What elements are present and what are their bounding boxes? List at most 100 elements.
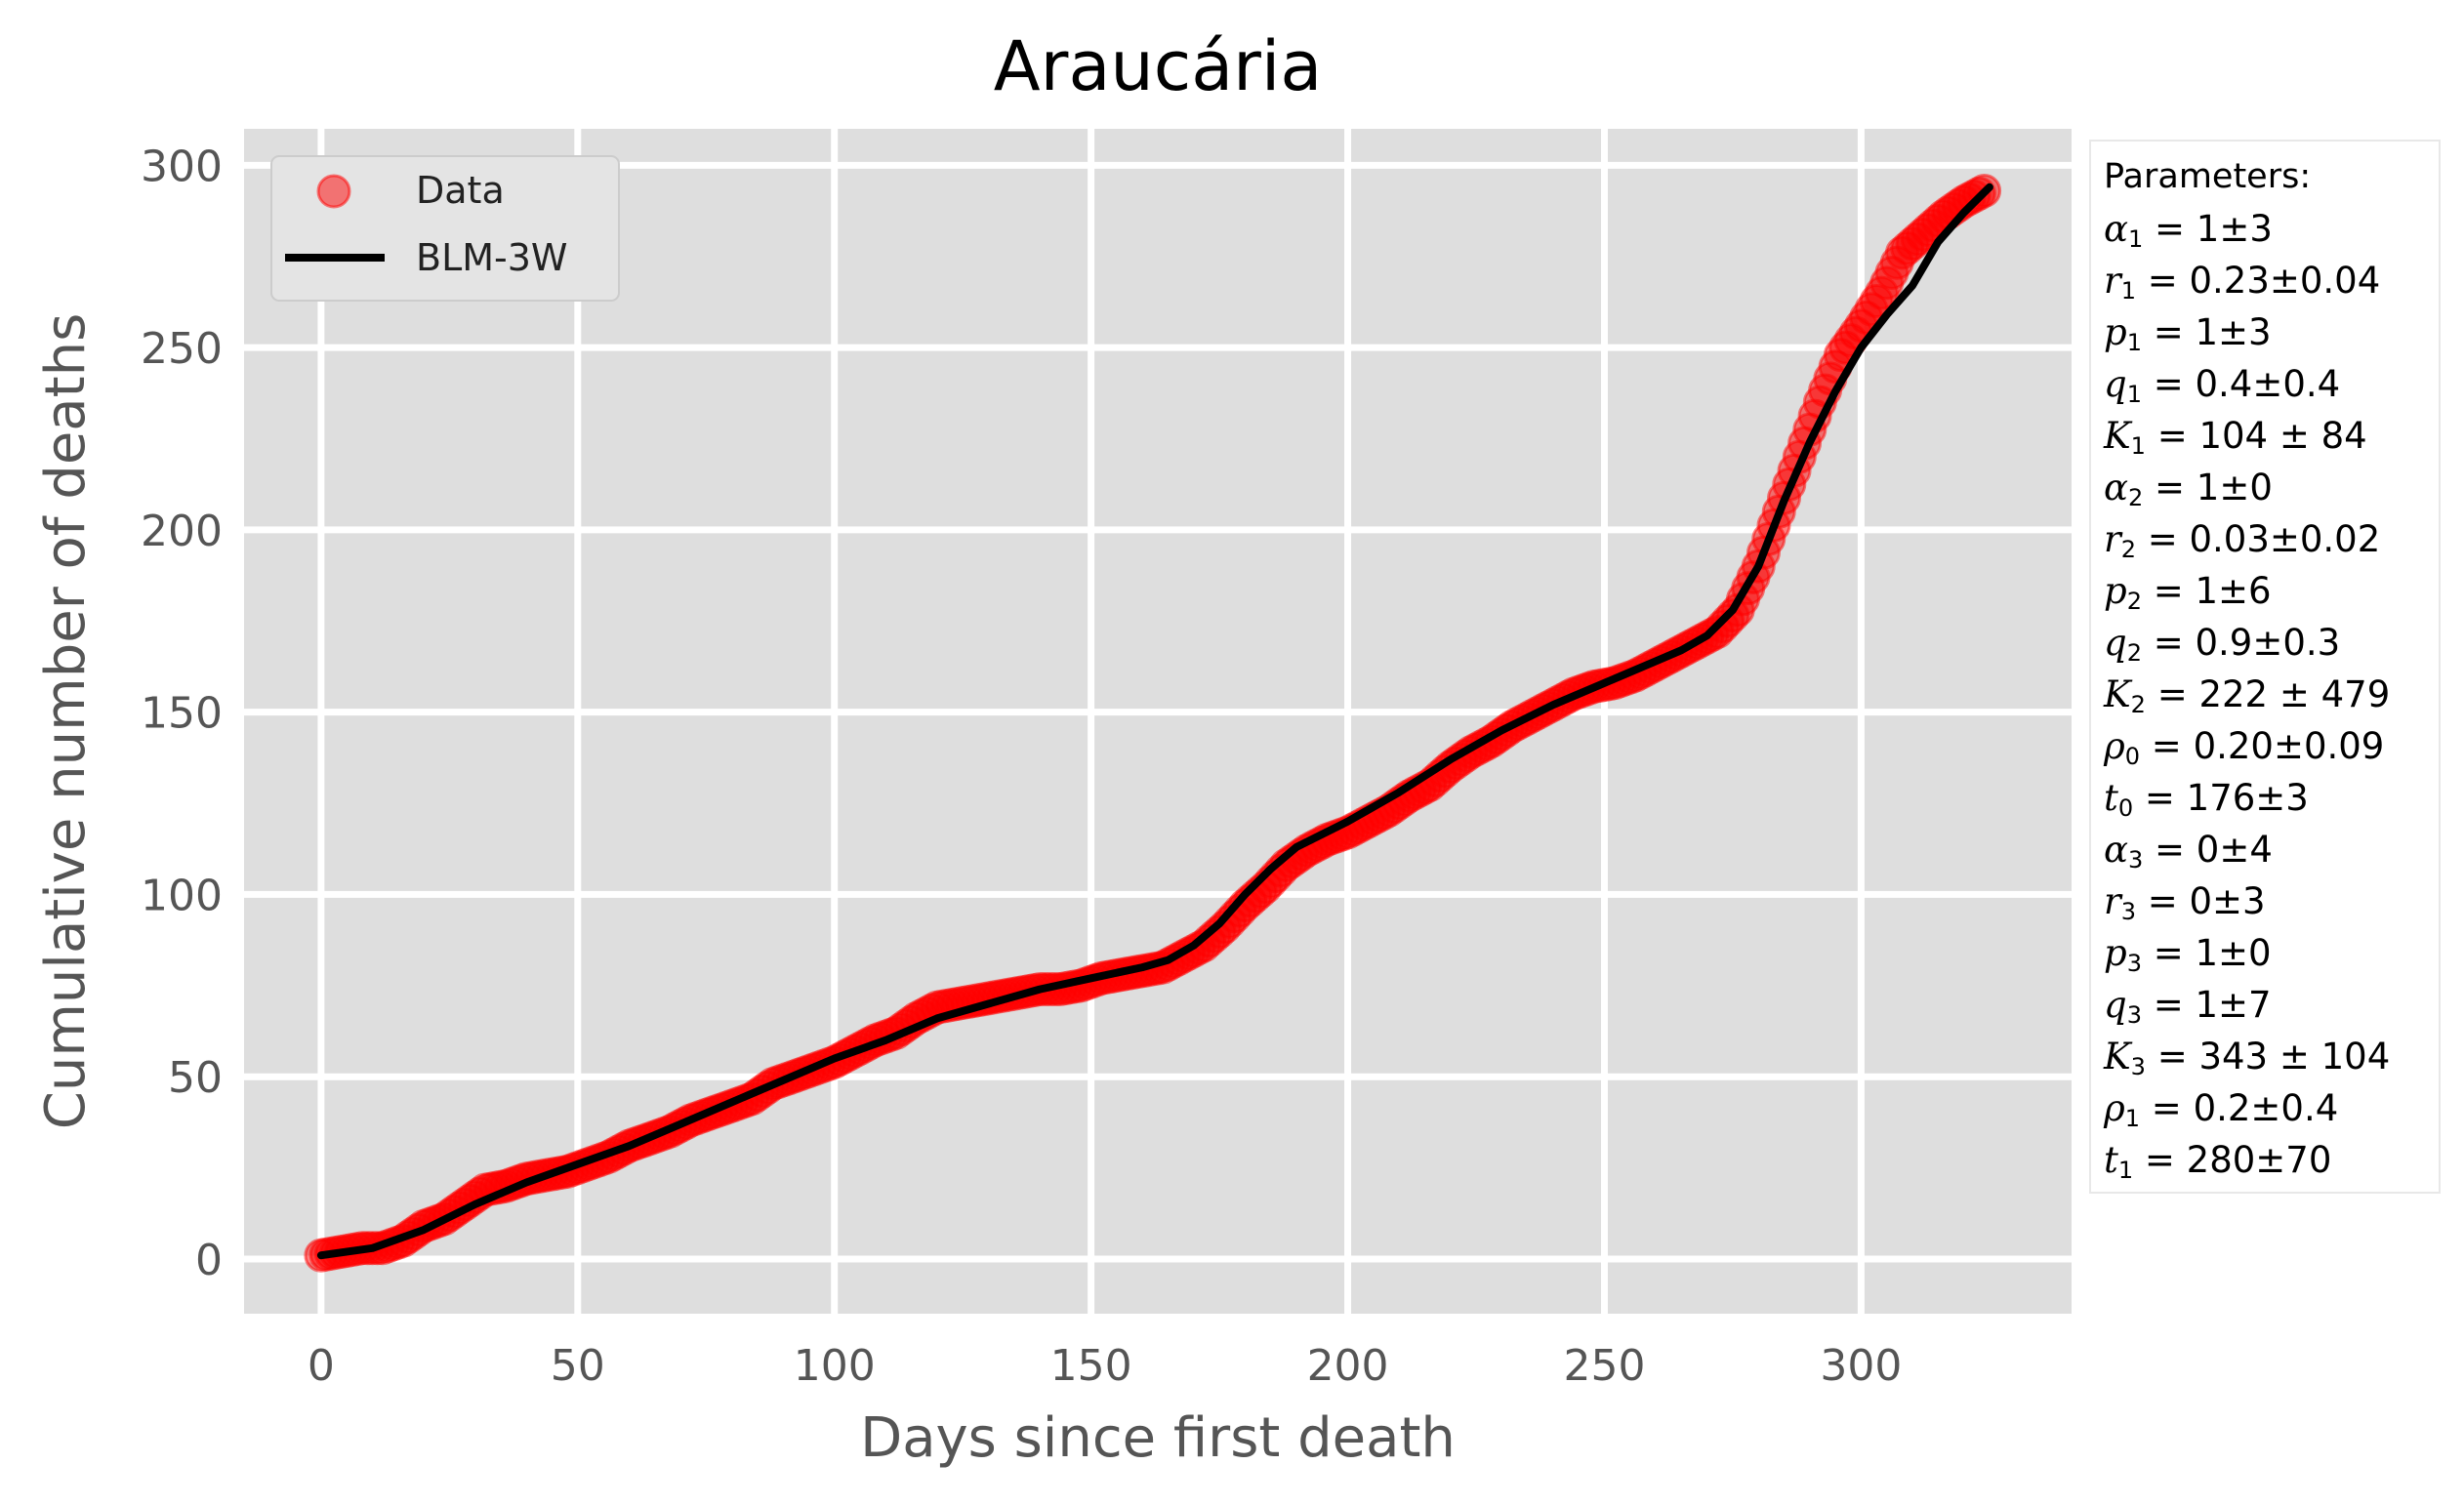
x-tick-labels: 0 50 100 150 200 250 300 [308, 1341, 1903, 1391]
parameter-line: q3 = 1±7 [2104, 979, 2439, 1031]
parameter-subscript: 1 [2126, 329, 2142, 356]
x-tick-label: 250 [1563, 1341, 1645, 1391]
x-tick-label: 300 [1820, 1341, 1902, 1391]
parameter-value: = 0.9±0.3 [2141, 622, 2341, 664]
parameter-subscript: 2 [2126, 639, 2142, 667]
parameter-value: = 0.20±0.09 [2140, 725, 2385, 767]
parameter-value: = 0.2±0.4 [2140, 1087, 2339, 1129]
parameter-line: r2 = 0.03±0.02 [2104, 513, 2439, 565]
grid-lines [244, 129, 2072, 1314]
x-tick-label: 200 [1307, 1341, 1389, 1391]
parameter-symbol: q [2104, 622, 2127, 664]
y-tick-label: 250 [141, 324, 223, 374]
parameter-subscript: 1 [2117, 1157, 2134, 1184]
parameter-line: α1 = 1±3 [2104, 203, 2439, 255]
parameter-subscript: 1 [2124, 1105, 2141, 1132]
parameters-list: α1 = 1±3 r1 = 0.23±0.04 p1 = 1±3 q1 = 0.4±0… [2104, 203, 2439, 1186]
parameter-line: α2 = 1±0 [2104, 462, 2439, 513]
parameter-value: = 1±3 [2143, 208, 2273, 250]
parameter-value: = 343 ± 104 [2145, 1036, 2391, 1078]
legend-marker-data [316, 174, 351, 209]
legend-label-data: Data [416, 169, 505, 212]
x-axis-label: Days since first death [860, 1406, 1456, 1470]
parameter-line: p1 = 1±3 [2104, 306, 2439, 358]
parameter-subscript: 3 [2128, 846, 2144, 874]
parameter-symbol: p [2104, 570, 2127, 612]
legend-label-fit: BLM-3W [416, 236, 568, 279]
parameter-subscript: 0 [2124, 743, 2141, 770]
x-tick-label: 150 [1050, 1341, 1132, 1391]
parameter-symbol: p [2104, 932, 2127, 974]
parameter-subscript: 3 [2126, 1001, 2142, 1029]
fit-line [316, 183, 1993, 1260]
y-tick-label: 150 [141, 689, 223, 739]
parameter-subscript: 3 [2126, 950, 2142, 977]
parameter-line: t0 = 176±3 [2104, 772, 2439, 824]
parameter-symbol: q [2104, 984, 2127, 1026]
parameter-subscript: 1 [2126, 381, 2142, 408]
parameter-symbol: r [2104, 880, 2121, 922]
parameter-line: r1 = 0.23±0.04 [2104, 255, 2439, 306]
parameter-symbol: ρ [2104, 725, 2125, 767]
parameter-subscript: 2 [2128, 484, 2144, 511]
legend-box [270, 155, 620, 302]
y-tick-label: 100 [141, 871, 223, 920]
parameter-line: ρ1 = 0.2±0.4 [2104, 1082, 2439, 1134]
parameter-symbol: r [2104, 260, 2121, 302]
parameter-subscript: 3 [2120, 898, 2136, 925]
parameter-line: p3 = 1±0 [2104, 927, 2439, 979]
parameter-value: = 0±3 [2135, 880, 2266, 922]
parameter-value: = 1±3 [2141, 311, 2272, 353]
parameter-value: = 1±6 [2141, 570, 2272, 612]
parameter-line: q1 = 0.4±0.4 [2104, 358, 2439, 410]
legend: Data BLM-3W [270, 155, 620, 302]
parameter-subscript: 2 [2126, 588, 2142, 615]
parameter-subscript: 3 [2130, 1053, 2146, 1080]
plot-background [244, 129, 2072, 1314]
parameter-line: ρ0 = 0.20±0.09 [2104, 720, 2439, 772]
parameter-symbol: t [2104, 777, 2118, 819]
parameter-symbol: ρ [2104, 1087, 2125, 1129]
parameter-symbol: α [2104, 829, 2128, 871]
parameter-symbol: α [2104, 467, 2128, 508]
parameter-symbol: t [2104, 1139, 2118, 1181]
y-tick-label: 0 [195, 1236, 223, 1285]
y-axis-label: Cumulative number of deaths [34, 313, 98, 1130]
parameter-line: α3 = 0±4 [2104, 824, 2439, 875]
y-tick-label: 200 [141, 507, 223, 556]
parameter-value: = 222 ± 479 [2145, 673, 2391, 715]
parameter-subscript: 2 [2130, 691, 2146, 718]
parameter-line: K3 = 343 ± 104 [2104, 1031, 2439, 1082]
parameter-symbol: K [2104, 1036, 2131, 1078]
parameter-subscript: 1 [2130, 432, 2146, 460]
parameter-subscript: 1 [2120, 277, 2136, 305]
parameter-line: K1 = 104 ± 84 [2104, 410, 2439, 462]
parameter-subscript: 0 [2117, 794, 2134, 822]
parameter-subscript: 1 [2128, 225, 2144, 253]
y-tick-label: 50 [168, 1053, 223, 1103]
parameter-value: = 1±0 [2141, 932, 2272, 974]
parameter-value: = 104 ± 84 [2145, 415, 2367, 457]
parameters-box: Parameters: α1 = 1±3 r1 = 0.23±0.04 p1 = 1… [2089, 140, 2441, 1194]
parameter-value: = 0.4±0.4 [2141, 363, 2341, 405]
parameter-value: = 1±0 [2143, 467, 2273, 508]
parameter-symbol: p [2104, 311, 2127, 353]
x-tick-label: 50 [551, 1341, 605, 1391]
parameter-symbol: α [2104, 208, 2128, 250]
parameter-line: K2 = 222 ± 479 [2104, 669, 2439, 720]
parameter-value: = 0.03±0.02 [2135, 518, 2381, 560]
parameter-value: = 0±4 [2143, 829, 2273, 871]
parameter-symbol: r [2104, 518, 2121, 560]
parameter-line: p2 = 1±6 [2104, 565, 2439, 617]
parameter-value: = 280±70 [2133, 1139, 2332, 1181]
parameter-value: = 1±7 [2141, 984, 2272, 1026]
parameter-symbol: K [2104, 415, 2131, 457]
parameters-title: Parameters: [2104, 157, 2312, 196]
y-tick-labels: 0 50 100 150 200 250 300 [141, 142, 223, 1285]
parameter-line: t1 = 280±70 [2104, 1134, 2439, 1186]
parameter-value: = 0.23±0.04 [2135, 260, 2381, 302]
parameter-symbol: q [2104, 363, 2127, 405]
parameter-symbol: K [2104, 673, 2131, 715]
parameter-subscript: 2 [2120, 536, 2136, 563]
